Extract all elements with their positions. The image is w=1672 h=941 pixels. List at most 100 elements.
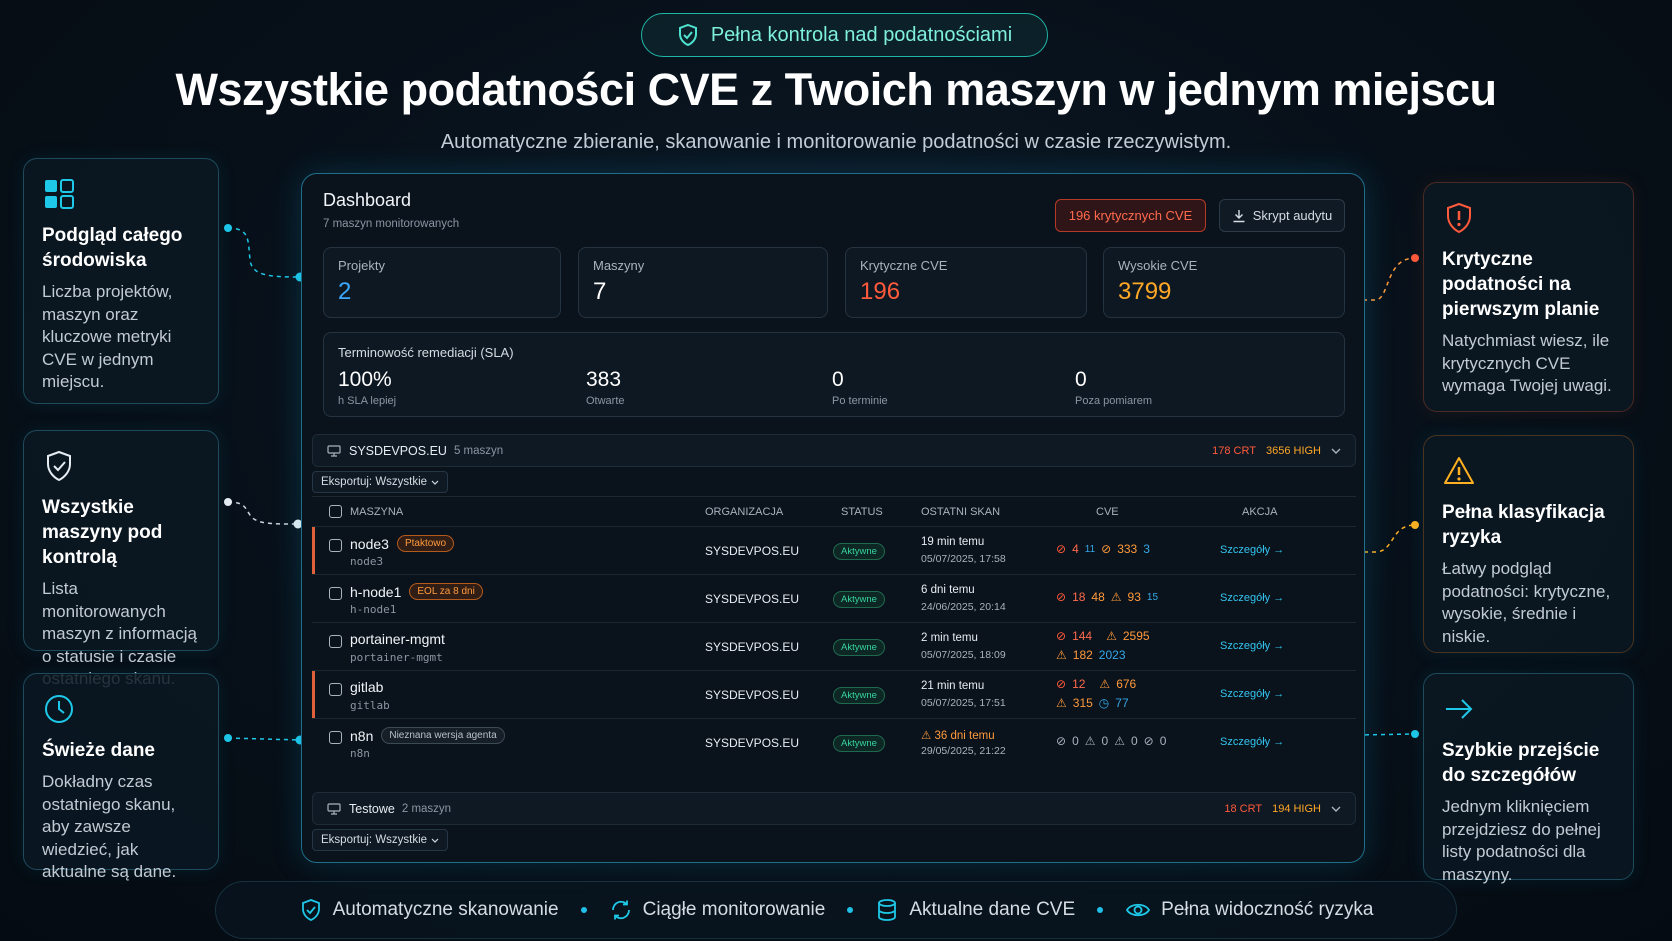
select-all-checkbox[interactable] <box>329 505 342 518</box>
column-header[interactable]: ORGANIZACJA <box>705 506 784 518</box>
export-select[interactable]: Eksportuj: Wszystkie <box>312 471 449 493</box>
sla-title: Terminowość remediacji (SLA) <box>338 345 514 360</box>
table-row[interactable]: portainer-mgmt portainer-mgmt SYSDEVPOS.… <box>312 622 1356 670</box>
cve-low: 15 <box>1146 591 1159 603</box>
refresh-icon <box>611 900 630 920</box>
cve-high: 0 <box>1101 734 1109 748</box>
feature-visibility: Pełna widoczność ryzyka <box>1125 898 1373 922</box>
details-link[interactable]: Szczegóły → <box>1220 544 1285 556</box>
row-checkbox[interactable] <box>329 539 342 552</box>
card-description: Łatwy podgląd podatności: krytyczne, wys… <box>1442 559 1611 646</box>
cve-low: 0 <box>1159 734 1167 748</box>
row-checkbox[interactable] <box>329 635 342 648</box>
cve-counts: ⊘ 0 ⚠ 0 ⚠ 0 ⊘ 0 <box>1056 734 1167 748</box>
chevron-down-icon[interactable] <box>1331 806 1341 812</box>
dashboard-panel: Dashboard 7 maszyn monitorowanych 196 kr… <box>301 173 1365 863</box>
stat-card-critical[interactable]: Krytyczne CVE 196 <box>845 247 1087 318</box>
shield-alert-icon <box>1447 202 1471 234</box>
stat-card-machines[interactable]: Maszyny 7 <box>578 247 828 318</box>
separator-dot <box>1097 907 1104 913</box>
stat-value: 196 <box>860 278 901 305</box>
column-header[interactable]: STATUS <box>841 506 883 518</box>
stat-label: Maszyny <box>593 258 645 273</box>
group-crt-count: 178 CRT <box>1212 444 1256 457</box>
group-count: 2 maszyn <box>401 802 452 815</box>
card-description: Dokładny czas ostatniego skanu, aby zaws… <box>42 772 177 881</box>
cve-low: 3 <box>1143 542 1150 556</box>
machine-host: portainer-mgmt <box>350 651 443 664</box>
critical-accent <box>312 671 315 718</box>
cve-counts-top: ⊘ 12 ⚠ 676 <box>1056 677 1137 691</box>
sla-label: Poza pomiarem <box>1075 395 1153 407</box>
table-row[interactable]: node3 Ptaktowo node3 SYSDEVPOS.EU Aktywn… <box>312 526 1356 574</box>
table-row[interactable]: gitlab gitlab SYSDEVPOS.EU Aktywne 21 mi… <box>312 670 1356 718</box>
table-row[interactable]: n8n Nieznana wersja agenta n8n SYSDEVPOS… <box>312 718 1356 766</box>
export-select-label: Eksportuj: Wszystkie <box>321 834 428 846</box>
machine-name-label: n8n <box>350 727 374 744</box>
shield-check-icon <box>678 23 697 47</box>
card-title: Pełna klasyfikacja ryzyka <box>1442 502 1605 548</box>
stat-card-projects[interactable]: Projekty 2 <box>323 247 561 318</box>
table-row[interactable]: h-node1 EOL za 8 dni h-node1 SYSDEVPOS.E… <box>312 574 1356 622</box>
feature-auto-scan: Automatyczne skanowanie <box>299 898 559 922</box>
cve-critical: 12 <box>1072 677 1086 691</box>
feature-label: Aktualne dane CVE <box>909 899 1076 920</box>
column-header[interactable]: OSTATNI SKAN <box>921 506 1001 518</box>
stat-label: Krytyczne CVE <box>860 258 948 273</box>
top-badge: Pełna kontrola nad podatnościami <box>641 13 1048 57</box>
last-scan-date: 05/07/2025, 17:51 <box>921 697 1006 709</box>
grid-icon <box>45 179 74 209</box>
details-link[interactable]: Szczegóły → <box>1220 688 1285 700</box>
chevron-down-icon <box>431 480 439 485</box>
row-checkbox[interactable] <box>329 683 342 696</box>
sla-label: Po terminie <box>832 395 888 407</box>
card-description: Jednym kliknięciem przejdziesz do pełnej… <box>1442 797 1601 884</box>
row-checkbox[interactable] <box>329 731 342 744</box>
details-link[interactable]: Szczegóły → <box>1220 640 1285 652</box>
machine-host: node3 <box>350 555 384 568</box>
organization: SYSDEVPOS.EU <box>705 640 800 654</box>
column-header[interactable]: AKCJA <box>1242 506 1278 518</box>
details-link[interactable]: Szczegóły → <box>1220 592 1285 604</box>
database-icon <box>878 899 897 921</box>
last-scan-relative-text: 36 dni temu <box>934 730 995 742</box>
feature-cve-data: Aktualne dane CVE <box>875 898 1075 922</box>
group-crt-count: 18 CRT <box>1224 802 1263 815</box>
cve-critical: 0 <box>1072 734 1079 748</box>
organization: SYSDEVPOS.EU <box>705 736 800 750</box>
cve-medium: 182 <box>1072 648 1093 662</box>
machine-name-label: node3 <box>350 535 389 552</box>
machine-name: n8n Nieznana wersja agenta <box>350 727 505 744</box>
last-scan-relative: 19 min temu <box>921 536 985 548</box>
last-scan-relative: 6 dni temu <box>921 584 975 596</box>
card-title: Podgląd całego środowiska <box>42 225 183 271</box>
arrow-right-icon <box>1446 699 1473 719</box>
details-link[interactable]: Szczegóły → <box>1220 736 1285 748</box>
machine-name: node3 Ptaktowo <box>350 535 455 552</box>
machine-name-label: portainer-mgmt <box>350 631 445 647</box>
feature-card-overview: Podgląd całego środowiska Liczba projekt… <box>23 158 219 404</box>
shield-check-icon <box>47 450 71 482</box>
last-scan-relative: ⚠ 36 dni temu <box>921 730 995 742</box>
group-header-testowe[interactable]: Testowe 2 maszyn 18 CRT 194 HIGH <box>312 792 1356 825</box>
column-header[interactable]: CVE <box>1096 506 1119 518</box>
audit-script-button[interactable]: Skrypt audytu <box>1219 199 1345 232</box>
group-header-sysdevpos[interactable]: SYSDEVPOS.EU 5 maszyn 178 CRT 3656 HIGH <box>312 434 1356 467</box>
sla-value: 383 <box>586 368 622 391</box>
chevron-down-icon[interactable] <box>1331 448 1341 454</box>
machine-name: h-node1 EOL za 8 dni <box>350 583 483 600</box>
row-checkbox[interactable] <box>329 587 342 600</box>
status-badge: Aktywne <box>833 687 885 704</box>
stat-card-high[interactable]: Wysokie CVE 3799 <box>1103 247 1345 318</box>
critical-cve-badge[interactable]: 196 krytycznych CVE <box>1055 199 1206 232</box>
machine-host: gitlab <box>350 699 390 712</box>
export-select[interactable]: Eksportuj: Wszystkie <box>312 829 449 851</box>
feature-monitoring: Ciągłe monitorowanie <box>609 898 825 922</box>
feature-card-critical: Krytyczne podatności na pierwszym planie… <box>1423 182 1634 412</box>
column-header[interactable]: MASZYNA <box>350 506 404 518</box>
cve-counts-top: ⊘ 144 ⚠ 2595 <box>1056 629 1150 643</box>
status-badge: Aktywne <box>833 543 885 560</box>
group-count: 5 maszyn <box>453 444 504 457</box>
stat-value: 3799 <box>1118 278 1172 305</box>
group-name: Testowe <box>349 801 395 816</box>
